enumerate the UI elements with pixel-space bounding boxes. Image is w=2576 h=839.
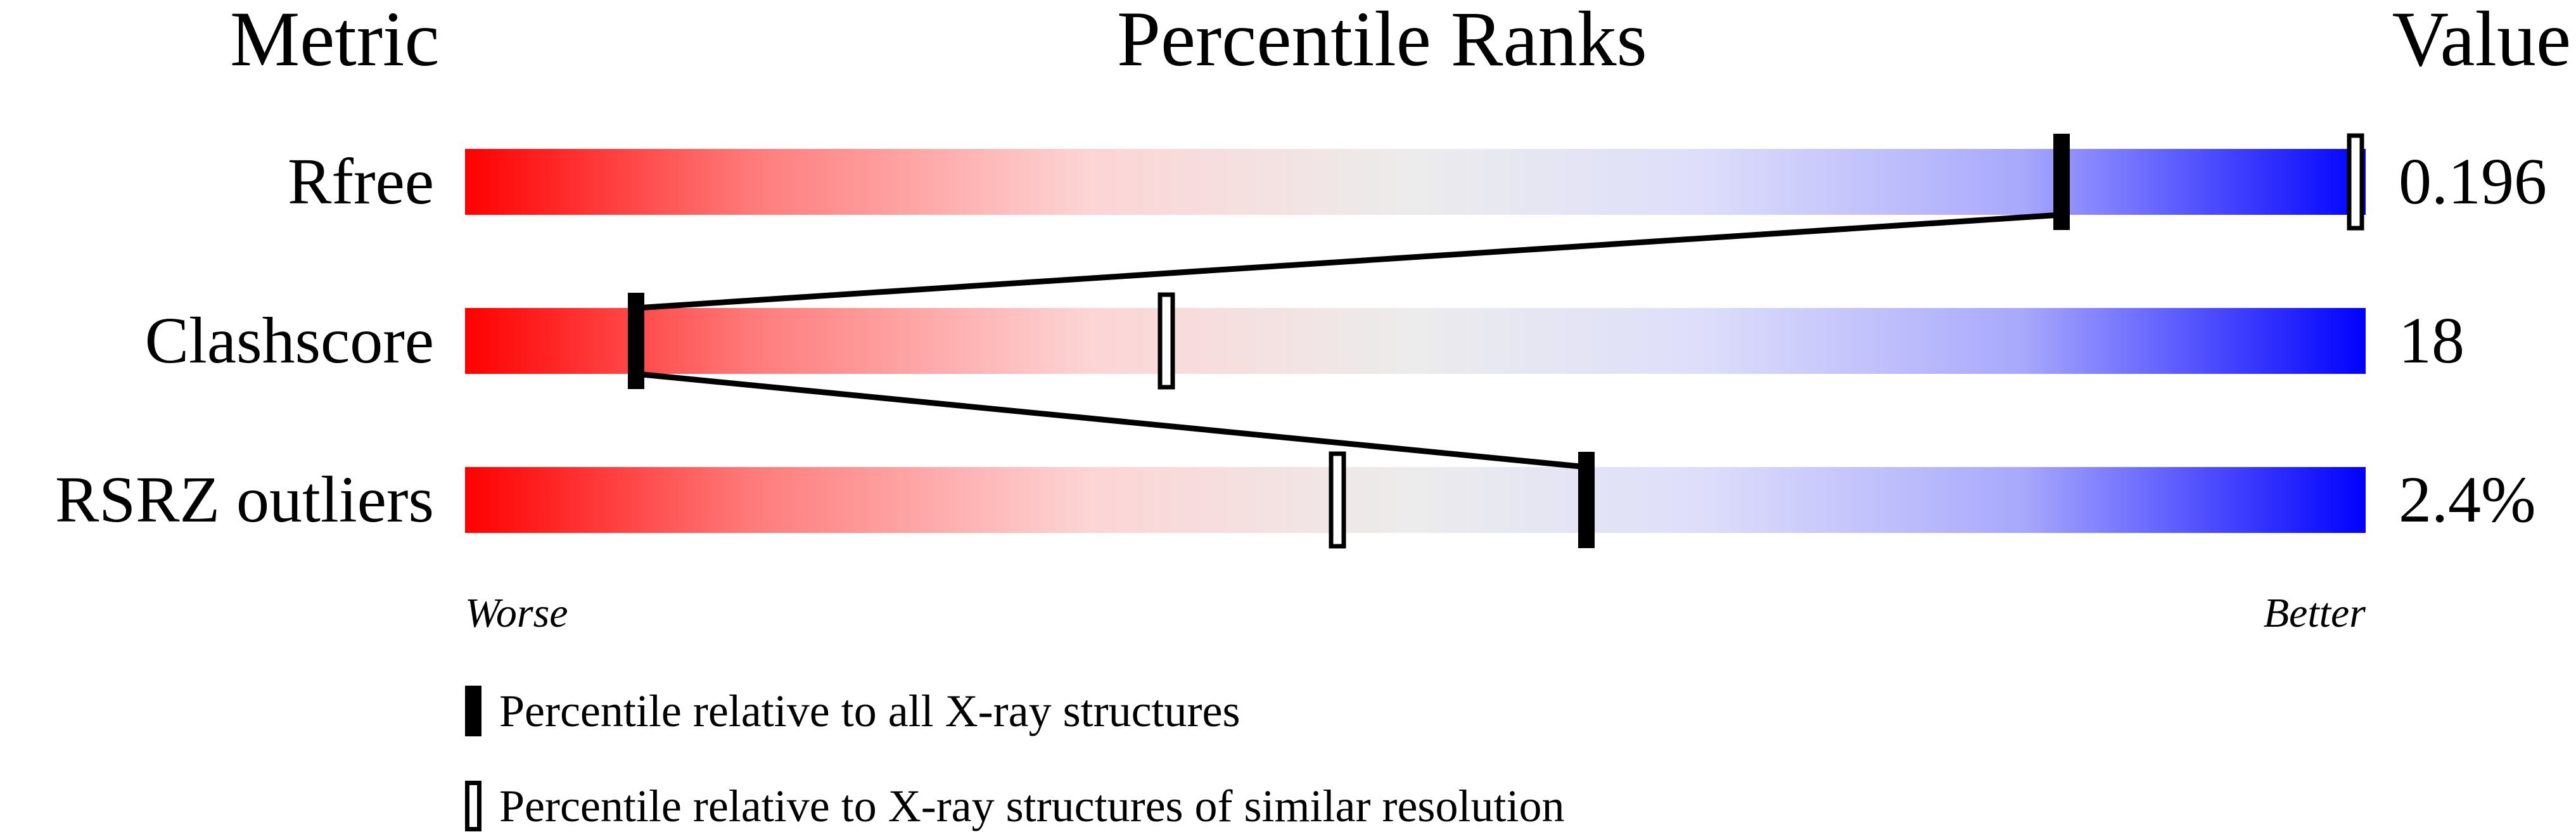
marker-all-1: [628, 293, 644, 389]
legend-label-similar: Percentile relative to X-ray structures …: [499, 781, 1565, 831]
legend-item-all: Percentile relative to all X-ray structu…: [465, 686, 1240, 736]
connector-line: [635, 371, 1587, 470]
axis-label-worse: Worse: [465, 590, 568, 636]
metric-label-clashscore: Clashscore: [144, 304, 434, 377]
metric-label-rsrz: RSRZ outliers: [54, 463, 434, 536]
header-percentile-ranks: Percentile Ranks: [1117, 0, 1647, 82]
header-value: Value: [2392, 0, 2571, 82]
filled-marker-icon: [465, 686, 481, 736]
marker-all-2: [1578, 452, 1595, 548]
marker-all-0: [2053, 134, 2070, 230]
connector-line: [635, 212, 2062, 311]
bar-rsrz: [465, 467, 2366, 533]
header-metric: Metric: [230, 0, 440, 82]
open-marker-icon: [465, 781, 481, 831]
marker-similar-2: [1329, 451, 1346, 549]
bar-clashscore: [465, 308, 2366, 374]
axis-label-better: Better: [2263, 590, 2366, 636]
metric-label-rfree: Rfree: [288, 145, 434, 218]
marker-similar-1: [1157, 292, 1175, 390]
legend-label-all: Percentile relative to all X-ray structu…: [499, 686, 1240, 736]
value-rfree: 0.196: [2399, 145, 2547, 218]
legend-item-similar: Percentile relative to X-ray structures …: [465, 781, 1564, 831]
value-clashscore: 18: [2399, 304, 2464, 377]
bar-rfree: [465, 149, 2366, 215]
marker-similar-0: [2347, 133, 2364, 231]
value-rsrz: 2.4%: [2399, 463, 2536, 536]
